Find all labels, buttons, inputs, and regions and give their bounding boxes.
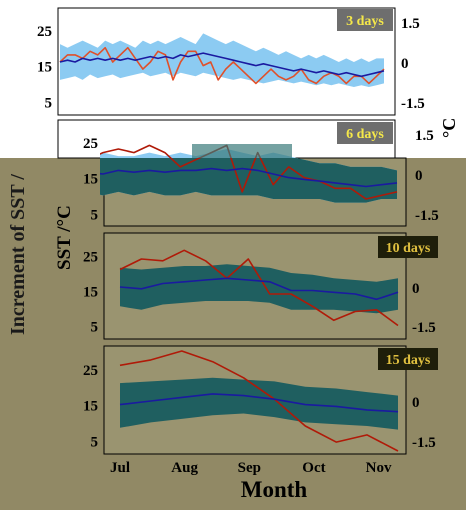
panel-3-ytick-15: 15 (83, 285, 98, 301)
panel-1-y2tick-1: 0 (401, 56, 409, 72)
panel-2-sst-line (100, 144, 398, 200)
panel-3-y2tick-1: 0 (412, 281, 420, 297)
panel-1-sst-line (59, 46, 385, 85)
panel-2-lead-label: 6 days (346, 127, 384, 142)
xtick-oct: Oct (302, 460, 325, 476)
panel-3-ytick-5: 5 (91, 320, 99, 336)
panel-2-spread-band-lower (100, 158, 397, 203)
panel-4-sst-line (119, 350, 399, 452)
right-axis-label-fragment: °C (439, 118, 459, 138)
panel-4-y2tick-2: -1.5 (412, 435, 436, 451)
rendering-artifact (192, 144, 292, 158)
panel-2-y2tick-1: 0 (415, 168, 423, 184)
panel-1: 5 15 25 1.5 0 -1.5 3 days (37, 9, 425, 112)
panel-4-y2tick-1: 0 (412, 395, 420, 411)
panel-1-lead-badge (337, 9, 393, 31)
panel-2: 5 15 25 1.5 0 -1.5 6 days (83, 122, 439, 224)
panel-1-plot-area (59, 33, 385, 87)
panel-2-ytick-25: 25 (83, 136, 98, 152)
panel-2-ytick-5: 5 (91, 207, 99, 223)
panel-1-lead-label: 3 days (346, 14, 384, 29)
x-axis-label: Month (241, 477, 308, 502)
panel-1-ytick-5: 5 (45, 95, 53, 111)
panel-2-lower-overlay (100, 158, 397, 203)
panel-1-ytick-15: 15 (37, 60, 52, 76)
xtick-sep: Sep (238, 460, 261, 476)
panel-2-ytick-15: 15 (83, 172, 98, 188)
xtick-jul: Jul (110, 460, 130, 476)
panel-4-ytick-5: 5 (91, 434, 99, 450)
panel-2-y2tick-2: -1.5 (415, 208, 439, 224)
xtick-nov: Nov (366, 460, 392, 476)
panel-4-spread-band (120, 377, 398, 430)
outer-y-axis-label: Increment of SST / (7, 174, 29, 335)
y-axis-label: SST /°C (54, 205, 75, 270)
panel-3-y2tick-2: -1.5 (412, 320, 436, 336)
panel-3-spread-band (120, 264, 398, 314)
panel-1-y2tick-0: 1.5 (401, 16, 420, 32)
panel-3-sst-line (119, 249, 399, 327)
panel-1-ytick-25: 25 (37, 24, 52, 40)
panel-1-y2tick-2: -1.5 (401, 96, 425, 112)
panel-3-mean-line (119, 277, 399, 301)
panel-3-plot-area (119, 249, 399, 327)
panel-3-lead-badge (378, 236, 438, 258)
panel-4-ytick-25: 25 (83, 363, 98, 379)
panel-4-ytick-15: 15 (83, 399, 98, 415)
panel-3-ytick-25: 25 (83, 250, 98, 266)
panel-4-plot-area (119, 350, 399, 452)
panel-1-mean-line (59, 52, 385, 78)
panel-4-mean-line (119, 393, 399, 413)
panel-2-mean-line (100, 167, 398, 188)
panel-2-lead-badge (337, 122, 393, 144)
xtick-aug: Aug (171, 460, 198, 476)
panel-3-lead-label: 10 days (386, 241, 431, 256)
panel-1-spread-band (60, 33, 384, 87)
panel-4-lead-label: 15 days (386, 353, 431, 368)
panel-2-y2tick-0: 1.5 (415, 128, 434, 144)
panel-4-lead-badge (378, 348, 438, 370)
panel-2-plot-area (100, 144, 398, 203)
